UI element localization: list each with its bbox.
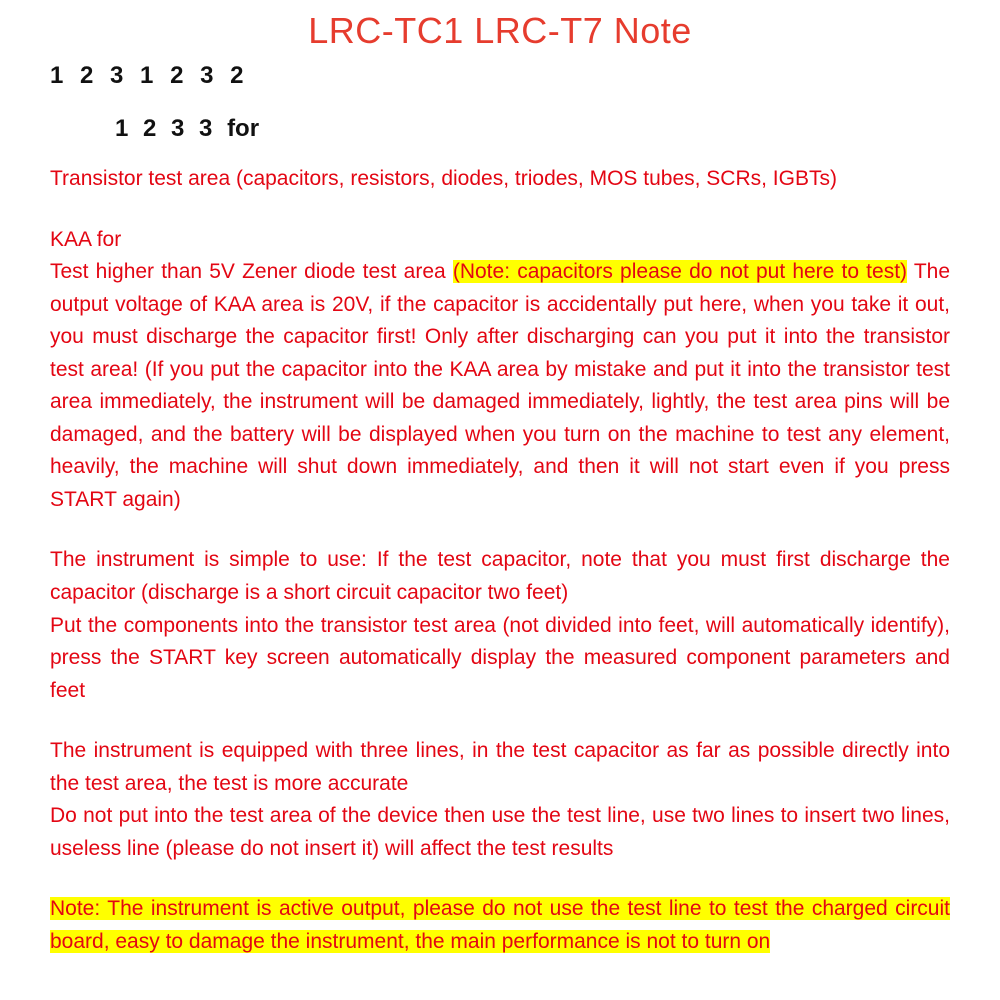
kaa-highlight-note: (Note: capacitors please do not put here…: [453, 260, 907, 283]
three-lines-line1: The instrument is equipped with three li…: [50, 739, 950, 795]
three-lines-section: The instrument is equipped with three li…: [50, 735, 950, 865]
three-lines-line2: Do not put into the test area of the dev…: [50, 804, 950, 860]
kaa-zener-prefix: Test higher than 5V Zener diode test are…: [50, 260, 453, 283]
numline2-for: for: [227, 115, 259, 142]
kaa-section: KAA for Test higher than 5V Zener diode …: [50, 224, 950, 517]
transistor-test-area-line: Transistor test area (capacitors, resist…: [50, 163, 950, 196]
final-note-highlight: Note: The instrument is active output, p…: [50, 897, 950, 953]
numline2-digits: 1 2 3 3: [115, 115, 227, 142]
simple-use-line2: Put the components into the transistor t…: [50, 614, 950, 702]
kaa-body-text: The output voltage of KAA area is 20V, i…: [50, 260, 950, 511]
kaa-for-label: KAA for: [50, 228, 121, 251]
number-sequence-1: 1 2 3 1 2 3 2: [50, 62, 950, 90]
document-page: LRC-TC1 LRC-T7 Note 1 2 3 1 2 3 2 1 2 3 …: [0, 0, 1000, 978]
simple-use-line1: The instrument is simple to use: If the …: [50, 548, 950, 604]
number-sequence-2: 1 2 3 3 for: [115, 115, 950, 143]
final-note: Note: The instrument is active output, p…: [50, 893, 950, 958]
page-title: LRC-TC1 LRC-T7 Note: [50, 10, 950, 52]
simple-use-section: The instrument is simple to use: If the …: [50, 544, 950, 707]
